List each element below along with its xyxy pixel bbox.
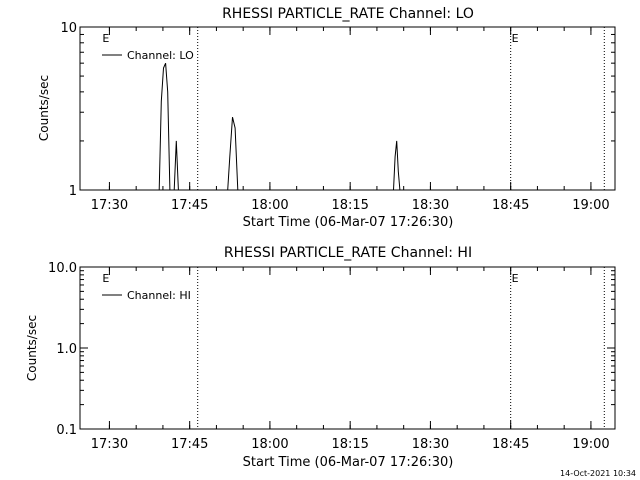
panel-hi-xlabel: Start Time (06-Mar-07 17:26:30) bbox=[243, 455, 454, 470]
panel-lo-ylabel: Counts/sec bbox=[37, 75, 51, 141]
hi-xtick-label-3: 18:15 bbox=[331, 437, 368, 452]
hi-event-marker-0: E bbox=[102, 272, 109, 285]
lo-xtick-label-4: 18:30 bbox=[412, 198, 449, 213]
hi-xtick-label-0: 17:30 bbox=[91, 437, 128, 452]
panel-hi: RHESSI PARTICLE_RATE Channel: HI E E 17:30… bbox=[25, 245, 616, 470]
panel-hi-plot: E E 17:30 17:45 18:00 18:15 18:30 18:45 19:00 0.1… bbox=[48, 261, 616, 452]
lo-event-marker-1: E bbox=[512, 32, 519, 45]
lo-xtick-label-3: 18:15 bbox=[331, 198, 368, 213]
lo-xtick-label-2: 18:00 bbox=[251, 198, 288, 213]
lo-event-marker-0: E bbox=[102, 32, 109, 45]
lo-xtick-label-0: 17:30 bbox=[91, 198, 128, 213]
lo-ytick-label-1: 10 bbox=[60, 21, 77, 36]
lo-legend-label: Channel: LO bbox=[127, 49, 194, 62]
lo-series-line-0 bbox=[158, 62, 401, 191]
lo-xtick-label-1: 17:45 bbox=[171, 198, 208, 213]
panel-lo-xlabel: Start Time (06-Mar-07 17:26:30) bbox=[243, 215, 454, 230]
footer-timestamp: 14-Oct-2021 10:34 bbox=[560, 469, 636, 478]
hi-xtick-label-6: 19:00 bbox=[572, 437, 609, 452]
hi-xtick-label-2: 18:00 bbox=[251, 437, 288, 452]
hi-legend-label: Channel: HI bbox=[127, 289, 191, 302]
hi-xtick-label-5: 18:45 bbox=[492, 437, 529, 452]
hi-ytick-label-2: 10.0 bbox=[48, 261, 77, 276]
panel-hi-ylabel: Counts/sec bbox=[25, 315, 39, 381]
panel-lo-title: RHESSI PARTICLE_RATE Channel: LO bbox=[222, 6, 474, 22]
lo-xtick-label-6: 19:00 bbox=[572, 198, 609, 213]
lo-xtick-label-5: 18:45 bbox=[492, 198, 529, 213]
hi-xtick-label-1: 17:45 bbox=[171, 437, 208, 452]
hi-xtick-label-4: 18:30 bbox=[412, 437, 449, 452]
panel-lo: RHESSI PARTICLE_RATE Channel: LO E E 17:30… bbox=[37, 6, 616, 230]
hi-ytick-label-0: 0.1 bbox=[56, 423, 77, 438]
panel-lo-plot: E E 17:30 17:45 18:00 18:15 18:30 18:45 19:00 1 10… bbox=[60, 21, 616, 213]
hi-event-marker-1: E bbox=[512, 272, 519, 285]
hi-ytick-label-1: 1.0 bbox=[56, 342, 77, 357]
panel-hi-title: RHESSI PARTICLE_RATE Channel: HI bbox=[224, 245, 472, 261]
lo-ytick-label-0: 1 bbox=[69, 184, 77, 199]
